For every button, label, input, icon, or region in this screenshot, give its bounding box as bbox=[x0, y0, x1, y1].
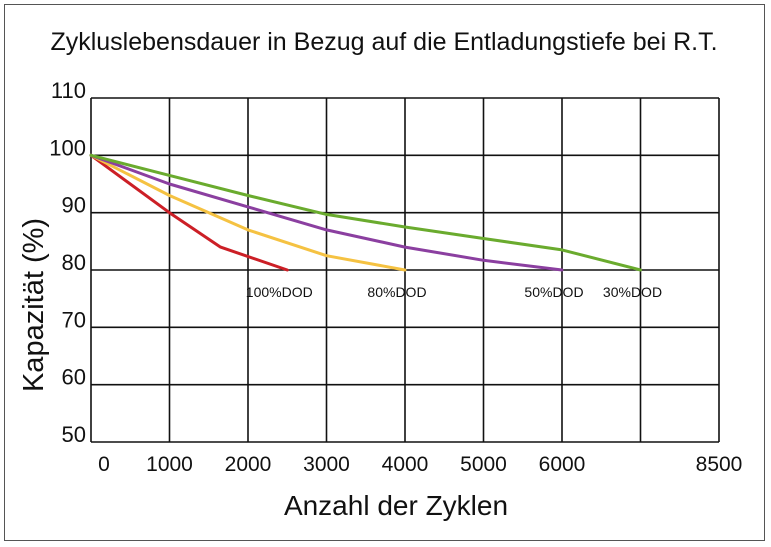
x-tick-label: 5000 bbox=[460, 453, 507, 476]
series-line bbox=[89, 153, 564, 272]
x-axis-label: Anzahl der Zyklen bbox=[284, 490, 508, 521]
series-label: 100%DOD bbox=[246, 284, 313, 300]
x-tick-label: 8500 bbox=[696, 453, 743, 476]
series-label: 50%DOD bbox=[524, 284, 583, 300]
y-tick-label: 80 bbox=[62, 250, 86, 275]
series-labels: 100%DOD 80%DOD 50%DOD 30%DOD bbox=[246, 284, 662, 300]
x-tick-labels: 0 1000 2000 3000 4000 5000 6000 8500 bbox=[98, 453, 742, 476]
x-tick-label: 4000 bbox=[382, 453, 429, 476]
grid bbox=[90, 97, 720, 443]
x-tick-label: 1000 bbox=[146, 453, 193, 476]
y-tick-label: 70 bbox=[62, 307, 86, 332]
series-line bbox=[89, 153, 407, 272]
series-label: 80%DOD bbox=[367, 284, 426, 300]
series-lines bbox=[89, 153, 642, 272]
y-axis-label: Kapazität (%) bbox=[18, 218, 50, 392]
chart-frame bbox=[4, 4, 765, 541]
series-label: 30%DOD bbox=[603, 284, 662, 300]
y-tick-label: 110 bbox=[51, 78, 86, 103]
y-tick-label: 100 bbox=[49, 135, 86, 160]
x-tick-label: 0 bbox=[98, 453, 110, 476]
x-tick-label: 2000 bbox=[225, 453, 272, 476]
y-tick-labels: 50 60 70 80 90 100 110 bbox=[49, 78, 86, 447]
y-tick-label: 60 bbox=[62, 365, 86, 390]
series-line bbox=[89, 153, 289, 272]
x-tick-label: 3000 bbox=[303, 453, 350, 476]
y-tick-label: 50 bbox=[62, 422, 86, 447]
chart-title: Zykluslebensdauer in Bezug auf die Entla… bbox=[50, 28, 717, 56]
x-tick-label: 6000 bbox=[539, 453, 586, 476]
y-tick-label: 90 bbox=[62, 193, 86, 218]
series-line bbox=[89, 153, 642, 272]
